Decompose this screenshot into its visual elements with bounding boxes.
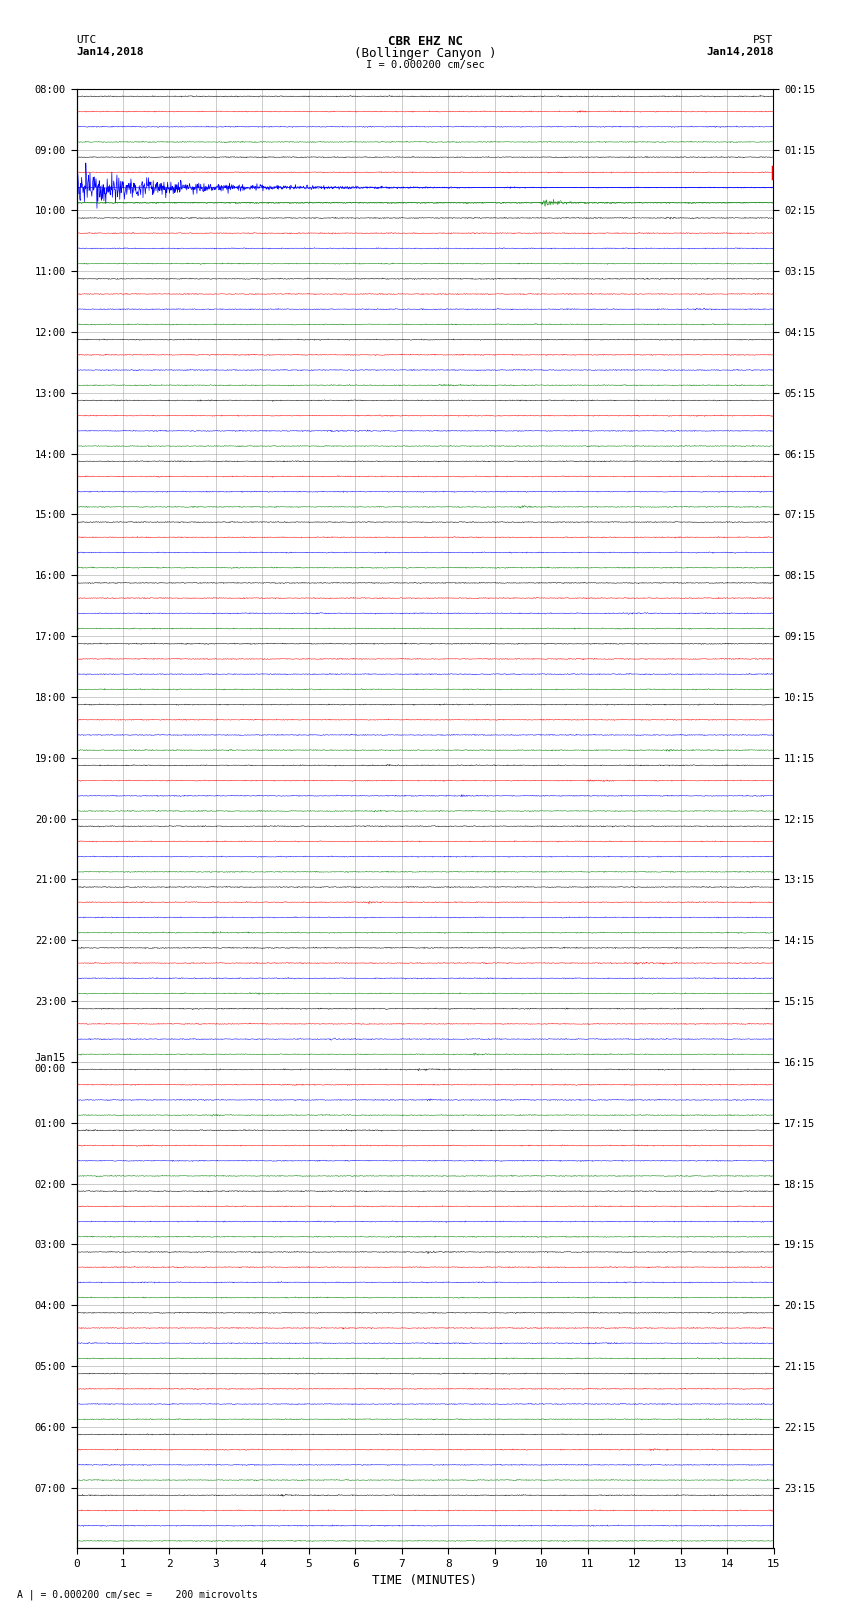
Text: Jan14,2018: Jan14,2018: [76, 47, 144, 56]
Text: (Bollinger Canyon ): (Bollinger Canyon ): [354, 47, 496, 60]
Text: I = 0.000200 cm/sec: I = 0.000200 cm/sec: [366, 60, 484, 69]
Text: CBR EHZ NC: CBR EHZ NC: [388, 35, 462, 48]
Text: Jan14,2018: Jan14,2018: [706, 47, 774, 56]
X-axis label: TIME (MINUTES): TIME (MINUTES): [372, 1574, 478, 1587]
Text: A | = 0.000200 cm/sec =    200 microvolts: A | = 0.000200 cm/sec = 200 microvolts: [17, 1589, 258, 1600]
Text: UTC: UTC: [76, 35, 97, 45]
Text: PST: PST: [753, 35, 774, 45]
